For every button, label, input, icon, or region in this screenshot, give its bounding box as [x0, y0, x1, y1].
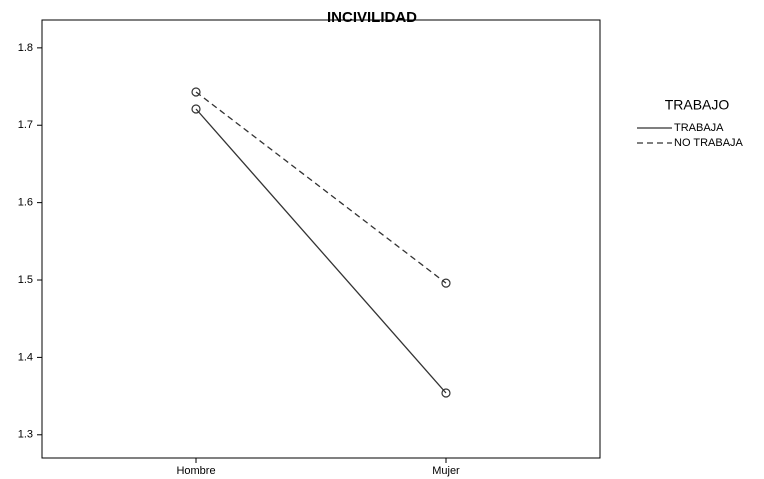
- x-tick-label: Mujer: [432, 465, 460, 477]
- legend-title: TRABAJO: [665, 97, 730, 113]
- legend-label: NO TRABAJA: [674, 137, 744, 149]
- data-point: [191, 87, 201, 97]
- legend-label: TRABAJA: [674, 122, 724, 134]
- data-point: [191, 104, 201, 114]
- y-tick-label: 1.4: [18, 351, 33, 363]
- y-tick-label: 1.6: [18, 197, 33, 209]
- data-point: [441, 278, 451, 288]
- series-line: [195, 108, 447, 394]
- plot-frame: [41, 19, 601, 459]
- y-tick-label: 1.7: [18, 119, 33, 131]
- data-point: [441, 388, 451, 398]
- y-tick-label: 1.5: [18, 274, 33, 286]
- y-tick-label: 1.3: [18, 429, 33, 441]
- x-tick-label: Hombre: [176, 465, 215, 477]
- chart-title: INCIVILIDAD: [327, 9, 417, 26]
- series-line: [195, 91, 447, 284]
- y-tick-label: 1.8: [18, 42, 33, 54]
